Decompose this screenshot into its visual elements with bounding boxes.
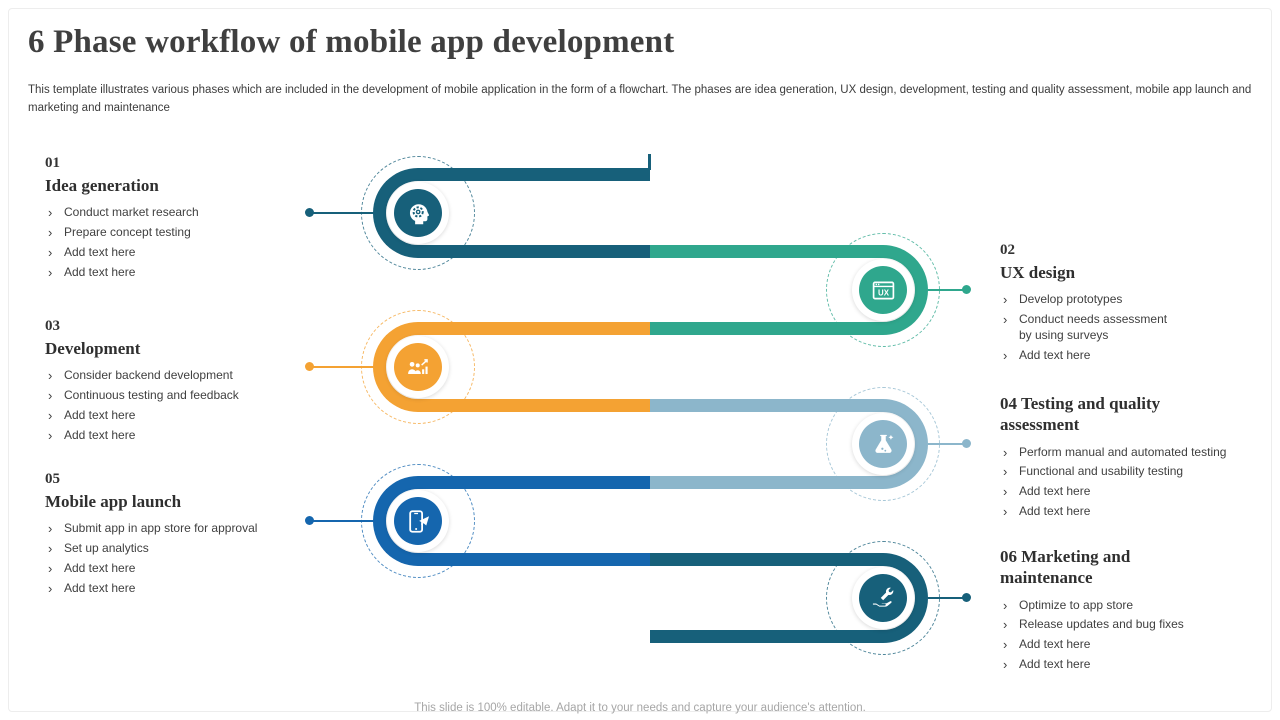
phase-6-bullet-list: Optimize to app store Release updates an… xyxy=(1000,597,1272,673)
slide-title: 6 Phase workflow of mobile app developme… xyxy=(28,24,675,60)
phase-bullet: Add text here xyxy=(45,244,305,261)
phase-6-node-disc xyxy=(852,567,914,629)
testing-flask-icon xyxy=(874,434,893,453)
phase-1-title: Idea generation xyxy=(45,176,159,195)
phase-bullet: Consider backend development xyxy=(45,367,305,384)
phase-2-dashed-ring xyxy=(826,233,940,347)
phase-3-band xyxy=(373,322,650,412)
phase-2-number: 02 xyxy=(1000,242,1015,258)
phase-5-bullet-list: Submit app in app store for approval Set… xyxy=(45,520,305,597)
phase-1-icon-badge xyxy=(394,189,442,237)
phase-6-icon-badge xyxy=(859,574,907,622)
phase-bullet: Functional and usability testing xyxy=(1000,463,1272,480)
phase-1-number: 01 xyxy=(45,155,60,171)
phase-1-bullet-list: Conduct market research Prepare concept … xyxy=(45,204,305,281)
phase-2-connector-line xyxy=(928,289,966,291)
phase-bullet: Conduct market research xyxy=(45,204,305,221)
phase-6-band xyxy=(650,553,928,643)
phase-3-connector-dot xyxy=(305,362,314,371)
phase-bullet: Set up analytics xyxy=(45,540,305,557)
phase-4-band xyxy=(650,399,928,489)
phase-6-connector-dot xyxy=(962,593,971,602)
slide-footer-note: This slide is 100% editable. Adapt it to… xyxy=(414,702,866,714)
phase-5-title: Mobile app launch xyxy=(45,492,182,511)
phase-5-connector-line xyxy=(312,520,374,522)
phase-5-icon-badge xyxy=(394,497,442,545)
phase-2-icon-badge: UX xyxy=(859,266,907,314)
phase-bullet: Add text here xyxy=(1000,656,1272,673)
phase-4-title: 04 Testing and quality assessment xyxy=(1000,393,1205,436)
phase-3-connector-line xyxy=(312,366,374,368)
phase-3-dashed-ring xyxy=(361,310,475,424)
phase-2-bullet-list: Develop prototypes Conduct needs assessm… xyxy=(1000,291,1175,364)
app-launch-phone-icon xyxy=(408,509,429,533)
phase-4-text-block: 04 Testing and quality assessment Perfor… xyxy=(1000,393,1272,524)
phase-4-icon-badge xyxy=(859,420,907,468)
flow-start-line xyxy=(648,154,651,170)
phase-bullet: Add text here xyxy=(45,264,305,281)
phase-2-node-disc xyxy=(852,259,914,321)
phase-1-band xyxy=(373,168,650,258)
phase-1-node-disc xyxy=(387,182,449,244)
phase-5-band xyxy=(373,476,650,566)
phase-3-node-disc xyxy=(387,336,449,398)
phase-bullet: Add text here xyxy=(45,407,305,424)
phase-6-text-block: 06 Marketing and maintenance Optimize to… xyxy=(1000,546,1272,677)
phase-2-title: UX design xyxy=(1000,263,1076,282)
phase-4-connector-line xyxy=(928,443,966,445)
phase-bullet: Add text here xyxy=(1000,636,1272,653)
phase-bullet: Add text here xyxy=(1000,503,1272,520)
phase-2-text-block: 02 UX design Develop prototypes Conduct … xyxy=(1000,242,1272,368)
phase-3-bullet-list: Consider backend development Continuous … xyxy=(45,367,305,444)
phase-bullet: Add text here xyxy=(1000,347,1175,364)
phase-4-connector-dot xyxy=(962,439,971,448)
phase-3-text-block: 03 Development Consider backend developm… xyxy=(45,318,305,448)
phase-bullet: Add text here xyxy=(45,580,305,597)
phase-1-dashed-ring xyxy=(361,156,475,270)
phase-5-number: 05 xyxy=(45,471,60,487)
phase-4-title-text: Testing and quality assessment xyxy=(1000,394,1161,435)
phase-bullet: Continuous testing and feedback xyxy=(45,387,305,404)
phase-1-connector-line xyxy=(312,212,374,214)
phase-bullet: Submit app in app store for approval xyxy=(45,520,305,537)
phase-bullet: Add text here xyxy=(1000,483,1272,500)
ux-icon-label: UX xyxy=(878,288,890,297)
phase-3-icon-badge xyxy=(394,343,442,391)
phase-bullet: Add text here xyxy=(45,427,305,444)
phase-5-connector-dot xyxy=(305,516,314,525)
phase-3-title: Development xyxy=(45,339,141,358)
phase-6-dashed-ring xyxy=(826,541,940,655)
phase-bullet: Add text here xyxy=(45,560,305,577)
phase-4-number: 04 xyxy=(1000,394,1017,413)
phase-6-number: 06 xyxy=(1000,547,1017,566)
phase-4-bullet-list: Perform manual and automated testing Fun… xyxy=(1000,444,1272,520)
phase-2-band xyxy=(650,245,928,335)
idea-head-gear-icon xyxy=(409,203,429,224)
phase-6-title-text: Marketing and maintenance xyxy=(1000,547,1131,588)
ux-browser-window-icon: UX xyxy=(872,281,894,299)
phase-bullet: Develop prototypes xyxy=(1000,291,1175,308)
phase-5-node-disc xyxy=(387,490,449,552)
phase-4-node-disc xyxy=(852,413,914,475)
phase-5-text-block: 05 Mobile app launch Submit app in app s… xyxy=(45,471,305,601)
phase-bullet: Optimize to app store xyxy=(1000,597,1272,614)
phase-bullet: Prepare concept testing xyxy=(45,224,305,241)
phase-bullet: Release updates and bug fixes xyxy=(1000,616,1272,633)
phase-1-connector-dot xyxy=(305,208,314,217)
phase-bullet: Perform manual and automated testing xyxy=(1000,444,1272,461)
phase-6-connector-line xyxy=(928,597,966,599)
phase-5-dashed-ring xyxy=(361,464,475,578)
team-growth-chart-icon xyxy=(407,358,428,374)
slide-subtitle: This template illustrates various phases… xyxy=(28,84,1252,114)
phase-bullet: Conduct needs assessment by using survey… xyxy=(1000,311,1175,344)
phase-3-number: 03 xyxy=(45,318,60,334)
phase-1-text-block: 01 Idea generation Conduct market resear… xyxy=(45,155,305,285)
phase-6-title: 06 Marketing and maintenance xyxy=(1000,546,1185,589)
phase-4-dashed-ring xyxy=(826,387,940,501)
phase-2-connector-dot xyxy=(962,285,971,294)
maintenance-hand-wrench-icon xyxy=(872,587,893,607)
